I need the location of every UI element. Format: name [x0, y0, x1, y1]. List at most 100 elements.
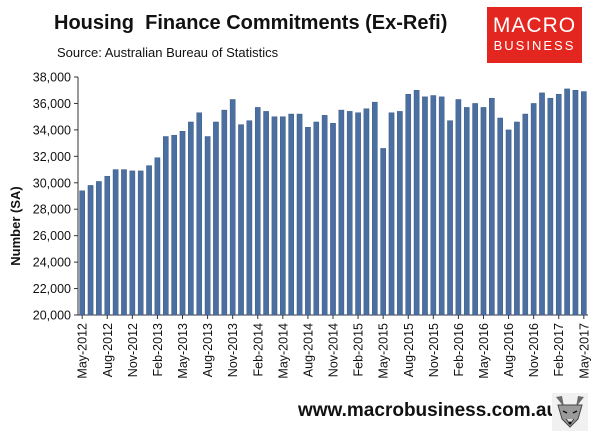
y-axis-ticks: 20,000 22,000 24,000 26,000 28,000 30,000 32,0…: [33, 71, 78, 323]
bar-Apr-2015: [372, 101, 378, 316]
x-tick-label: Nov-2014: [327, 323, 341, 377]
chart-title: Housing Finance Commitments (Ex-Refi): [54, 12, 448, 34]
x-tick-label: Aug-2013: [201, 323, 215, 377]
bar-Jun-2014: [288, 113, 294, 316]
y-tick-label: 26,000: [33, 229, 71, 243]
bar-Apr-2017: [572, 90, 579, 316]
bar-Dec-2014: [338, 109, 345, 316]
y-tick-label: 30,000: [33, 176, 71, 190]
bar-Sep-2016: [514, 121, 520, 316]
bar-Dec-2012: [137, 170, 144, 316]
bar-May-2012: [79, 190, 85, 316]
bar-Apr-2016: [472, 103, 478, 316]
bar-Oct-2016: [522, 113, 529, 316]
bar-Mar-2017: [564, 88, 570, 316]
bar-May-2013: [179, 131, 186, 316]
macrobusiness-logo[interactable]: MACRO BUSINESS: [487, 7, 582, 63]
x-tick-label: Aug-2012: [101, 323, 115, 377]
bar-Oct-2015: [422, 96, 428, 316]
logo-line1: MACRO: [492, 14, 577, 37]
bar-Sep-2014: [313, 121, 320, 316]
logo-line2: BUSINESS: [493, 38, 576, 53]
x-tick-label: Feb-2014: [251, 323, 265, 377]
x-tick-label: Nov-2015: [427, 323, 441, 377]
bar-Jul-2012: [96, 181, 102, 316]
bar-Mar-2013: [162, 136, 169, 316]
bar-Jun-2013: [188, 121, 194, 316]
x-tick-label: Feb-2015: [352, 323, 366, 377]
bar-Apr-2014: [271, 116, 278, 316]
bar-Nov-2013: [229, 99, 236, 316]
bar-Jun-2016: [489, 97, 495, 316]
bar-Jul-2016: [497, 117, 503, 316]
bar-Dec-2013: [238, 124, 244, 316]
bar-May-2017: [581, 91, 587, 316]
bar-Oct-2012: [121, 169, 127, 316]
bar-Mar-2016: [463, 107, 470, 316]
bar-Nov-2012: [129, 170, 136, 316]
bar-Feb-2017: [555, 93, 562, 316]
bar-May-2015: [380, 148, 386, 316]
y-tick-label: 22,000: [33, 282, 71, 296]
bar-Jun-2012: [87, 185, 94, 316]
bar-Sep-2013: [213, 121, 219, 316]
y-tick-label: 32,000: [33, 150, 71, 164]
bar-Oct-2013: [221, 109, 228, 316]
chart-source: Source: Australian Bureau of Statistics: [57, 45, 279, 60]
y-tick-label: 20,000: [33, 309, 71, 323]
x-tick-label: May-2015: [377, 323, 391, 379]
bar-Apr-2013: [171, 134, 177, 316]
x-tick-label: May-2014: [276, 323, 290, 379]
bar-Aug-2014: [305, 127, 311, 316]
bar-Feb-2013: [154, 157, 161, 316]
bar-Dec-2015: [438, 96, 445, 316]
x-tick-label: Nov-2012: [126, 323, 140, 377]
x-tick-label: Feb-2016: [452, 323, 466, 377]
bar-Mar-2015: [363, 108, 370, 316]
y-tick-label: 36,000: [33, 97, 71, 111]
bar-Aug-2012: [104, 175, 111, 316]
x-tick-label: May-2017: [577, 323, 591, 379]
footer-url[interactable]: www.macrobusiness.com.au: [298, 400, 559, 421]
bar-Sep-2012: [112, 169, 119, 316]
y-tick-label: 34,000: [33, 123, 71, 137]
bar-Nov-2015: [430, 95, 437, 316]
bar-Jul-2013: [196, 112, 203, 316]
bar-Jan-2016: [447, 120, 453, 316]
fox-icon: [552, 393, 588, 431]
bar-Aug-2013: [204, 136, 211, 316]
bar-Nov-2014: [330, 123, 336, 316]
x-tick-label: Aug-2014: [301, 323, 315, 377]
chart-bars: [79, 88, 587, 316]
x-tick-label: Feb-2017: [552, 323, 566, 377]
bar-Feb-2016: [455, 99, 462, 316]
bar-Oct-2014: [321, 115, 328, 316]
bar-Jan-2015: [346, 111, 353, 316]
y-tick-label: 24,000: [33, 256, 71, 270]
bar-May-2014: [280, 116, 286, 316]
bar-Sep-2015: [413, 90, 420, 316]
bar-Aug-2016: [505, 129, 512, 316]
y-tick-label: 28,000: [33, 203, 71, 217]
x-axis-ticks: May-2012 Aug-2012 Nov-2012 Feb-2013 May-2013…: [76, 315, 591, 379]
bar-Jan-2014: [246, 120, 253, 316]
bar-Jul-2015: [397, 111, 403, 316]
x-tick-label: Aug-2015: [402, 323, 416, 377]
bar-Jan-2013: [146, 165, 152, 316]
x-tick-label: Nov-2016: [527, 323, 541, 377]
y-tick-label: 38,000: [33, 71, 71, 85]
y-axis-label: Number (SA): [8, 186, 23, 265]
x-tick-label: Nov-2013: [226, 323, 240, 377]
x-tick-label: May-2013: [176, 323, 190, 379]
bar-Aug-2015: [405, 93, 412, 316]
bar-Jan-2017: [547, 97, 554, 316]
bar-Dec-2016: [539, 92, 545, 316]
bar-Feb-2015: [355, 112, 361, 316]
bar-Jul-2014: [296, 113, 303, 316]
x-tick-label: May-2016: [477, 323, 491, 379]
x-tick-label: Feb-2013: [151, 323, 165, 377]
x-tick-label: Aug-2016: [502, 323, 516, 377]
bar-Feb-2014: [254, 107, 261, 316]
x-tick-label: May-2012: [76, 323, 90, 379]
